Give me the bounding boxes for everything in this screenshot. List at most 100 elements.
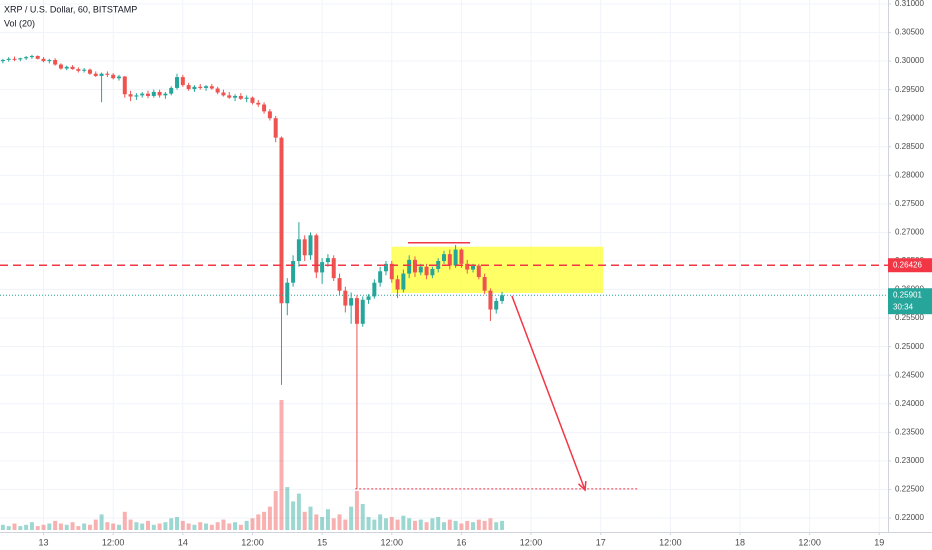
candle-body bbox=[401, 273, 406, 290]
volume-bar bbox=[302, 511, 307, 530]
volume-bar bbox=[47, 523, 52, 530]
volume-bar bbox=[221, 519, 226, 530]
candle-body bbox=[494, 300, 499, 310]
candle-body bbox=[12, 58, 17, 60]
candle-body bbox=[412, 259, 417, 273]
candle-body bbox=[360, 299, 365, 324]
candle-body bbox=[18, 58, 23, 60]
candle-body bbox=[93, 73, 98, 76]
volume-bar bbox=[250, 518, 255, 530]
y-tick-label: 0.28500 bbox=[895, 142, 924, 151]
volume-bar bbox=[267, 506, 272, 530]
x-tick-label: 12:00 bbox=[241, 537, 264, 547]
x-tick-label: 12:00 bbox=[380, 537, 403, 547]
volume-bar bbox=[99, 514, 104, 530]
volume-bar bbox=[424, 522, 429, 530]
plot-area bbox=[0, 54, 888, 530]
candle-body bbox=[0, 59, 5, 62]
volume-bar bbox=[314, 514, 319, 530]
volume-bar bbox=[233, 522, 238, 530]
volume-bar bbox=[459, 523, 464, 530]
volume-bar bbox=[76, 526, 81, 530]
arrow-head bbox=[577, 480, 587, 492]
candle-body bbox=[256, 102, 261, 105]
volume-bar bbox=[465, 520, 470, 530]
candle-body bbox=[163, 93, 168, 96]
volume-bar bbox=[192, 524, 197, 530]
candle-body bbox=[453, 249, 458, 266]
candle-body bbox=[6, 58, 11, 60]
candle-body bbox=[465, 263, 470, 270]
price-label: 0.25901 bbox=[893, 290, 922, 299]
candle-body bbox=[291, 261, 296, 283]
candle-body bbox=[442, 254, 446, 261]
candle-body bbox=[331, 258, 336, 279]
level-label-box bbox=[888, 258, 932, 273]
volume-bar bbox=[476, 519, 481, 530]
x-tick-label: 15 bbox=[317, 537, 327, 547]
volume-bar bbox=[378, 514, 383, 530]
candle-body bbox=[395, 279, 400, 290]
candle-body bbox=[418, 266, 423, 273]
volume-bar bbox=[244, 520, 249, 530]
countdown-label: 30:34 bbox=[893, 302, 914, 311]
candle-body bbox=[64, 66, 69, 69]
candle-body bbox=[314, 235, 319, 273]
volume-bar bbox=[41, 524, 46, 530]
candle-body bbox=[447, 254, 452, 266]
volume-bar bbox=[389, 517, 394, 530]
volume-bar bbox=[198, 522, 203, 530]
y-tick-label: 0.22500 bbox=[895, 485, 924, 494]
x-tick-label: 19 bbox=[874, 537, 884, 547]
arrow-line bbox=[511, 295, 586, 491]
y-tick-label: 0.29000 bbox=[895, 113, 924, 122]
volume-bar bbox=[320, 517, 325, 530]
candle-body bbox=[116, 76, 121, 79]
volume-bar bbox=[383, 518, 388, 530]
candle-body bbox=[262, 104, 267, 112]
volume-bar bbox=[337, 514, 342, 530]
volume-bar bbox=[169, 518, 174, 530]
candle-body bbox=[389, 263, 394, 280]
candle-body bbox=[157, 91, 162, 96]
candle-body bbox=[500, 295, 505, 301]
candle-body bbox=[343, 290, 348, 306]
y-tick-label: 0.29500 bbox=[895, 85, 924, 94]
volume-bar bbox=[58, 523, 63, 530]
volume-bar bbox=[430, 518, 435, 530]
volume-bar bbox=[186, 523, 191, 530]
volume-bar bbox=[64, 524, 69, 530]
y-tick-label: 0.28000 bbox=[895, 170, 924, 179]
volume-bar bbox=[175, 517, 180, 530]
candle-body bbox=[227, 95, 232, 98]
candle-body bbox=[221, 92, 226, 96]
candle-body bbox=[180, 77, 185, 86]
candle-body bbox=[82, 69, 87, 71]
candle-body bbox=[204, 86, 209, 88]
candle-body bbox=[175, 77, 180, 88]
candle-body bbox=[459, 249, 464, 264]
volume-bar bbox=[436, 517, 441, 530]
volume-bar bbox=[0, 524, 5, 530]
candle-body bbox=[383, 263, 388, 272]
volume-bar bbox=[122, 511, 127, 530]
candle-body bbox=[146, 93, 150, 96]
candle-body bbox=[47, 59, 52, 62]
volume-bar bbox=[209, 524, 214, 530]
volume-bar bbox=[325, 509, 330, 530]
y-tick-label: 0.23000 bbox=[895, 456, 924, 465]
volume-bar bbox=[180, 520, 185, 530]
indicator-label: Vol (20) bbox=[4, 18, 35, 28]
zone bbox=[391, 246, 604, 293]
volume-bar bbox=[12, 523, 17, 530]
volume-bar bbox=[447, 519, 452, 530]
price-label-box bbox=[888, 288, 932, 315]
candle-body bbox=[233, 95, 238, 98]
volume-bar bbox=[343, 519, 348, 530]
candle-body bbox=[209, 86, 214, 89]
volume-bar bbox=[93, 519, 98, 530]
candle-body bbox=[111, 74, 116, 79]
x-tick-label: 12:00 bbox=[798, 537, 821, 547]
candle-body bbox=[215, 88, 220, 93]
